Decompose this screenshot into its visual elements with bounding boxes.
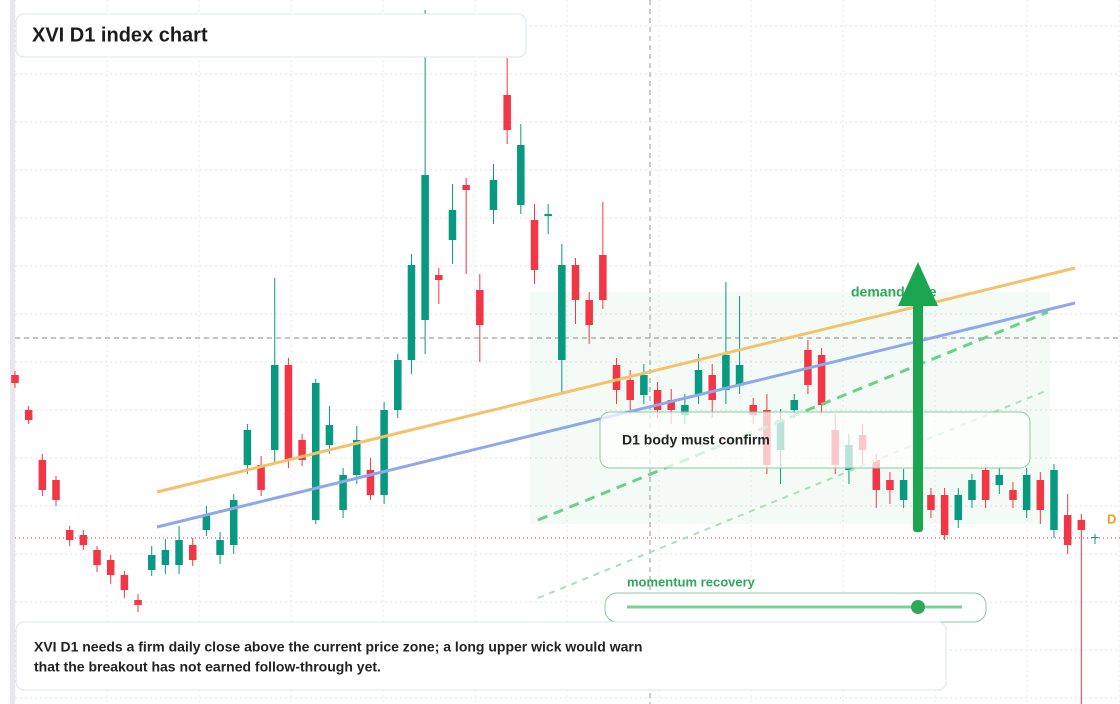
candle-body xyxy=(735,365,744,385)
candle-body xyxy=(899,480,908,500)
candle-body xyxy=(530,220,539,270)
candle-body xyxy=(544,214,552,216)
candle-body xyxy=(175,540,183,565)
candle-body xyxy=(940,495,949,535)
candle-body xyxy=(1036,480,1045,510)
candle-body xyxy=(694,370,703,395)
arrow-shaft xyxy=(913,302,923,532)
note-text: D1 body must confirm xyxy=(622,432,770,448)
candle-body xyxy=(11,375,19,383)
slider-knob[interactable] xyxy=(911,600,925,614)
candle-body xyxy=(407,265,416,360)
candle-body xyxy=(1022,475,1031,510)
candle-body xyxy=(339,475,347,510)
candle-body xyxy=(954,495,963,520)
candle-body xyxy=(626,380,634,400)
candle-body xyxy=(79,535,88,545)
candle-body xyxy=(257,465,265,490)
candle-body xyxy=(380,410,388,495)
candle-body xyxy=(202,515,211,530)
candle-body xyxy=(612,365,621,390)
candle-body xyxy=(995,475,1004,485)
candle-body xyxy=(722,355,730,390)
caption-line: that the breakout has not earned follow-… xyxy=(34,659,381,675)
candle-body xyxy=(147,555,156,570)
candle-body xyxy=(558,265,566,360)
candle-body xyxy=(476,290,484,325)
left-edge xyxy=(10,0,15,704)
candle-body xyxy=(435,275,443,280)
candle-body xyxy=(640,375,648,395)
candle-body xyxy=(284,365,293,460)
candle-body xyxy=(927,495,935,510)
candle-body xyxy=(188,545,197,560)
candle-body xyxy=(24,410,33,420)
candle-body xyxy=(708,375,716,400)
candle-body xyxy=(65,530,74,540)
candle-body xyxy=(161,550,170,565)
candle-body xyxy=(749,405,757,415)
candle-body xyxy=(790,400,798,410)
chart-title: XVI D1 index chart xyxy=(32,24,208,46)
candle-body xyxy=(1009,490,1017,500)
arrow-head xyxy=(898,262,938,306)
candle-body xyxy=(106,560,115,575)
slider-label: momentum recovery xyxy=(627,574,756,589)
candle-body xyxy=(585,300,593,325)
candle-body xyxy=(38,460,47,490)
candle-body xyxy=(134,600,142,605)
candle-body xyxy=(353,440,361,475)
candle-body xyxy=(886,480,894,490)
candle-body xyxy=(1077,520,1086,530)
candle-body xyxy=(653,390,662,410)
candle-body xyxy=(229,500,238,545)
candle-body xyxy=(448,210,457,240)
candle-body xyxy=(52,480,60,500)
candle-body xyxy=(120,575,129,590)
candle-body xyxy=(681,405,689,415)
candle-body xyxy=(325,425,334,445)
candle-body xyxy=(599,255,607,300)
candle-body xyxy=(394,360,402,410)
candle-body xyxy=(93,550,101,565)
candle-body xyxy=(216,540,224,555)
caption-line: XVI D1 needs a firm daily close above th… xyxy=(34,639,642,655)
candle-body xyxy=(1050,470,1058,530)
candle-body xyxy=(462,185,470,190)
candle-body xyxy=(872,460,881,490)
candle-body xyxy=(817,355,826,405)
price-label: D xyxy=(1107,511,1116,526)
candle-body xyxy=(243,430,252,465)
candle-body xyxy=(517,145,525,205)
candle-body xyxy=(1063,515,1072,545)
candle-body xyxy=(981,470,990,500)
candle-body xyxy=(968,480,976,500)
candle-body xyxy=(270,365,279,450)
candle-body xyxy=(298,440,306,460)
candle-body xyxy=(366,470,375,495)
candle-body xyxy=(1091,537,1099,538)
candle-body xyxy=(571,265,580,300)
caption-box xyxy=(15,621,947,691)
candle-body xyxy=(489,180,498,210)
title-box xyxy=(15,13,527,58)
candle-body xyxy=(667,400,675,410)
candles xyxy=(11,10,1099,704)
candle-body xyxy=(503,95,511,130)
candle-body xyxy=(312,383,320,520)
candle-body xyxy=(421,175,429,320)
